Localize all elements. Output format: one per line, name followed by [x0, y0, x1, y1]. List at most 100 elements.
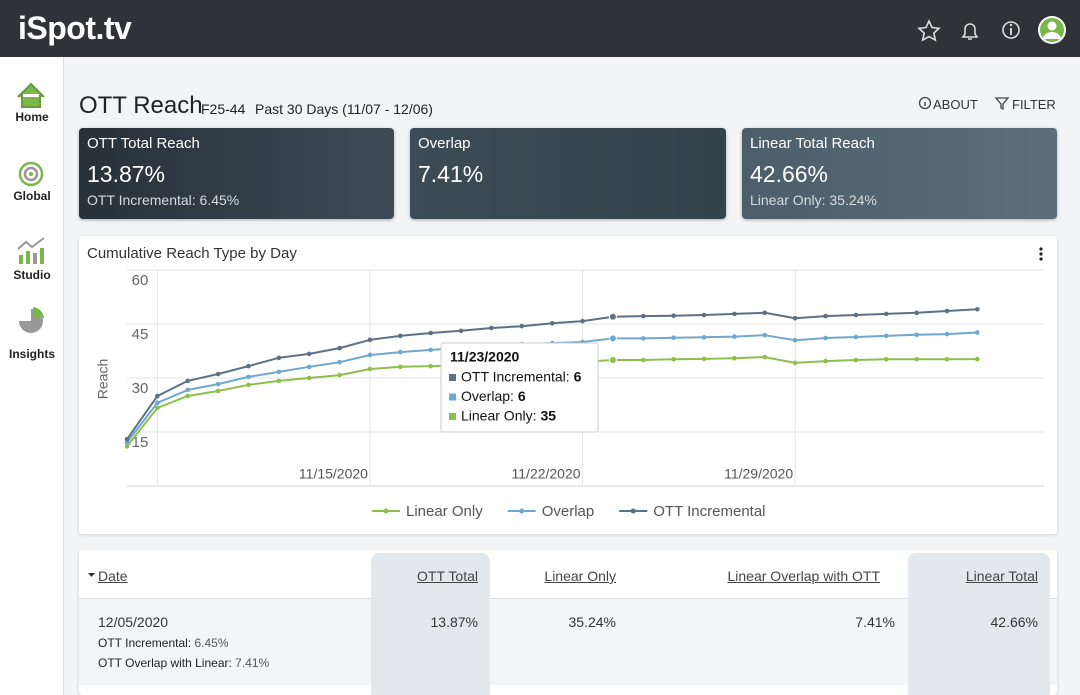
legend-item[interactable]: OTT Incremental: [619, 503, 766, 520]
data-point: [428, 330, 434, 336]
card-value: 13.87%: [87, 161, 166, 187]
nav-item[interactable]: Home: [15, 110, 49, 124]
top-bar: [0, 0, 1080, 57]
data-point: [732, 311, 737, 317]
segment: F25-44: [201, 101, 246, 117]
data-point: [975, 356, 980, 362]
y-tick-label: 60: [132, 272, 149, 289]
column-header[interactable]: Linear Total: [965, 568, 1038, 584]
legend-label: OTT Incremental: [653, 503, 765, 520]
data-point: [883, 311, 889, 317]
data-point: [185, 393, 191, 399]
chart-title: Cumulative Reach Type by Day: [87, 245, 297, 262]
data-point: [306, 351, 312, 357]
data-point: [276, 355, 282, 361]
column-header[interactable]: Date: [98, 568, 128, 584]
data-point: [428, 347, 434, 353]
tooltip-box: [440, 342, 599, 433]
nav-item[interactable]: Insights: [8, 347, 55, 361]
data-point: [823, 313, 828, 319]
x-tick-label: 11/22/2020: [512, 466, 581, 482]
data-point: [246, 363, 251, 369]
row-note: OTT Overlap with Linear: 7.41%: [98, 656, 269, 670]
column-header[interactable]: Linear Only: [544, 568, 616, 584]
data-point: [155, 400, 160, 406]
data-point: [458, 328, 464, 334]
tooltip-value: 6: [518, 388, 526, 404]
data-point: [337, 345, 342, 351]
data-point: [185, 378, 191, 384]
data-point: [398, 333, 403, 339]
y-tick-label: 45: [132, 326, 149, 343]
card-title: Overlap: [418, 135, 471, 152]
nav-item[interactable]: Studio: [13, 268, 51, 282]
card-sub: OTT Incremental: 6.45%: [87, 192, 240, 208]
legend-marker: [383, 508, 389, 514]
data-point: [215, 388, 221, 394]
tooltip-swatch: [449, 413, 456, 420]
card-title: Linear Total Reach: [750, 135, 875, 152]
column-header[interactable]: OTT Total: [417, 568, 478, 584]
note-value: 6.45%: [194, 636, 229, 650]
data-point: [428, 363, 434, 369]
data-point: [337, 359, 342, 365]
date-range: Past 30 Days (11/07 - 12/06): [255, 101, 433, 117]
y-axis-label: Reach: [95, 359, 111, 399]
about-button[interactable]: ABOUT: [933, 97, 978, 112]
data-point: [306, 375, 312, 381]
column-header[interactable]: Linear Overlap with OTT: [727, 568, 881, 584]
data-point: [823, 358, 828, 364]
data-point: [975, 330, 980, 335]
cell: 7.41%: [855, 614, 895, 630]
nav-item[interactable]: Global: [13, 189, 51, 203]
tooltip-label: Overlap:: [461, 388, 514, 404]
card-title: OTT Total Reach: [87, 135, 200, 152]
data-point: [367, 366, 373, 372]
metric-card: Overlap 7.41%: [410, 128, 726, 219]
data-point: [701, 312, 707, 318]
card-value: 42.66%: [750, 161, 829, 187]
data-point: [732, 334, 737, 339]
legend-label: Linear Only: [406, 503, 483, 520]
logo[interactable]: iSpot.tv: [18, 10, 132, 46]
data-point: [914, 332, 919, 338]
table-row: [79, 598, 1057, 685]
card-value: 7.41%: [418, 161, 484, 187]
cell: 13.87%: [430, 614, 478, 630]
data-point: [124, 436, 130, 442]
data-point: [914, 356, 919, 362]
data-point: [944, 308, 950, 314]
data-point: [883, 333, 889, 339]
star-icon[interactable]: [917, 19, 941, 42]
legend-item[interactable]: Overlap: [507, 503, 595, 520]
data-point: [246, 374, 251, 380]
data-point: [155, 393, 160, 399]
sort-icon[interactable]: [87, 572, 97, 580]
data-point: [640, 336, 646, 341]
chart: Cumulative Reach Type by Day Reach 15 30 4…: [87, 245, 1044, 520]
data-point: [853, 334, 859, 340]
data-point: [701, 356, 707, 362]
data-point: [398, 349, 403, 355]
legend-item[interactable]: Linear Only: [372, 503, 483, 520]
header-icons: [917, 16, 1066, 44]
data-point: [367, 337, 373, 343]
info-icon[interactable]: [1002, 21, 1020, 39]
action-icons: [918, 96, 1010, 111]
data-point: [762, 310, 768, 316]
bell-icon[interactable]: [961, 23, 979, 40]
filter-button[interactable]: FILTER: [1012, 97, 1056, 112]
data-point: [276, 369, 282, 375]
data-point: [519, 323, 525, 329]
data-point: [671, 313, 676, 319]
note-label: OTT Incremental:: [98, 636, 192, 650]
data-point: [883, 356, 889, 362]
data-point: [671, 335, 676, 340]
data-point: [732, 355, 737, 361]
tooltip-label: OTT Incremental:: [461, 369, 570, 385]
x-tick-label: 11/15/2020: [299, 466, 368, 482]
card-sub: Linear Only: 35.24%: [750, 192, 877, 208]
metric-card: Linear Total Reach 42.66% Linear Only: 3…: [742, 128, 1057, 219]
tooltip-title: 11/23/2020: [450, 349, 520, 365]
tooltip-value: 35: [540, 408, 556, 424]
